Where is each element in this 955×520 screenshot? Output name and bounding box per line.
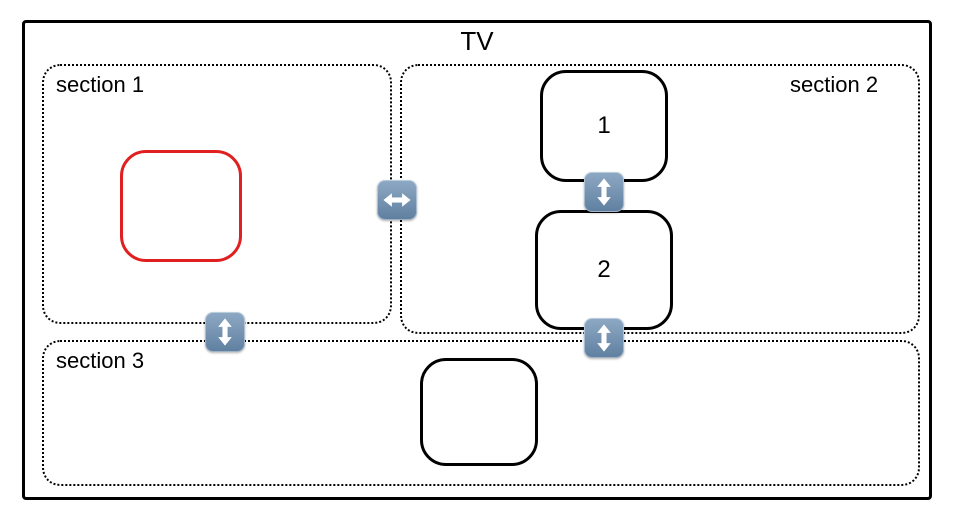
node-3[interactable] [420, 358, 538, 466]
arrow-up-down-icon[interactable] [584, 318, 624, 358]
node-2[interactable]: 2 [535, 210, 673, 330]
focused-node[interactable] [120, 150, 242, 262]
arrow-left-right-icon[interactable] [377, 180, 417, 220]
arrow-up-down-icon[interactable] [584, 172, 624, 212]
arrow-up-down-icon[interactable] [205, 312, 245, 352]
section-2-label: section 2 [790, 72, 878, 98]
diagram-root: { "canvas": { "w": 955, "h": 520, "bg": … [0, 0, 955, 520]
section-3-label: section 3 [56, 348, 144, 374]
section-1-label: section 1 [56, 72, 144, 98]
diagram-title: TV [460, 26, 493, 57]
node-1[interactable]: 1 [540, 70, 668, 182]
